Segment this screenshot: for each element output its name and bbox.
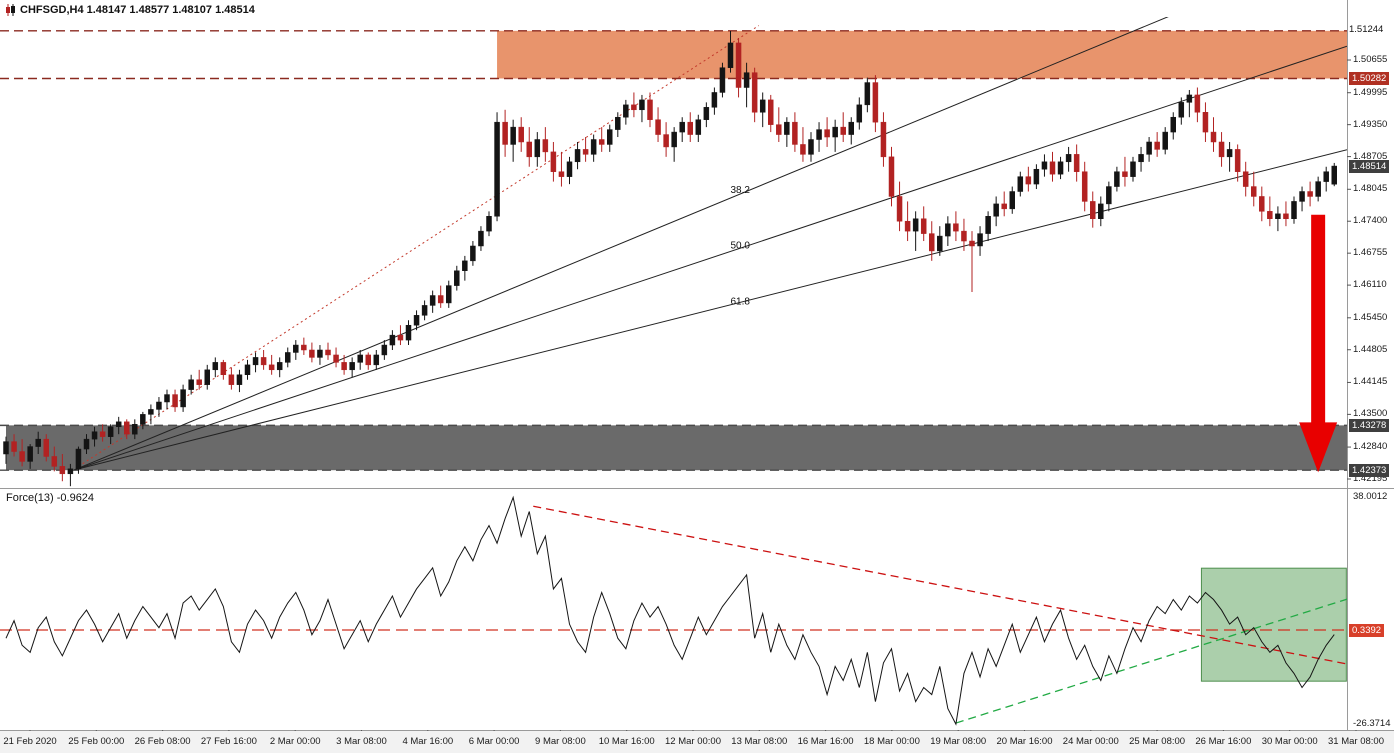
chart-ohlc-header: CHFSGD,H4 1.48147 1.48577 1.48107 1.4851… <box>6 4 255 16</box>
sell-arrow[interactable] <box>1299 214 1338 473</box>
fib-fan-line[interactable] <box>74 0 1347 471</box>
force-ascending-trendline[interactable] <box>955 598 1350 724</box>
force-line <box>5 495 1335 726</box>
candlestick-series <box>3 31 1337 487</box>
price-pane[interactable]: 38.2 50.0 61.8 <box>0 0 1347 487</box>
fib-fan-label: 61.8 <box>731 296 751 307</box>
time-axis-strip[interactable] <box>0 731 1394 753</box>
symbol-ohlc-text: CHFSGD,H4 1.48147 1.48577 1.48107 1.4851… <box>20 4 255 16</box>
force-pane[interactable] <box>0 495 1350 726</box>
force-highlight-box[interactable] <box>1200 567 1347 682</box>
rally-trendline[interactable] <box>78 25 759 467</box>
fib-fan-line[interactable] <box>74 45 1347 471</box>
support-zone[interactable] <box>6 425 1347 471</box>
fib-fan-line[interactable] <box>74 149 1347 471</box>
resistance-zone[interactable] <box>497 30 1347 79</box>
fib-fan-label: 38.2 <box>731 185 751 196</box>
fib-fan-label: 50.0 <box>731 240 751 251</box>
candlestick-icon <box>6 4 15 16</box>
indicator-label: Force(13) -0.9624 <box>6 492 95 504</box>
force-descending-trendline[interactable] <box>533 505 1350 665</box>
